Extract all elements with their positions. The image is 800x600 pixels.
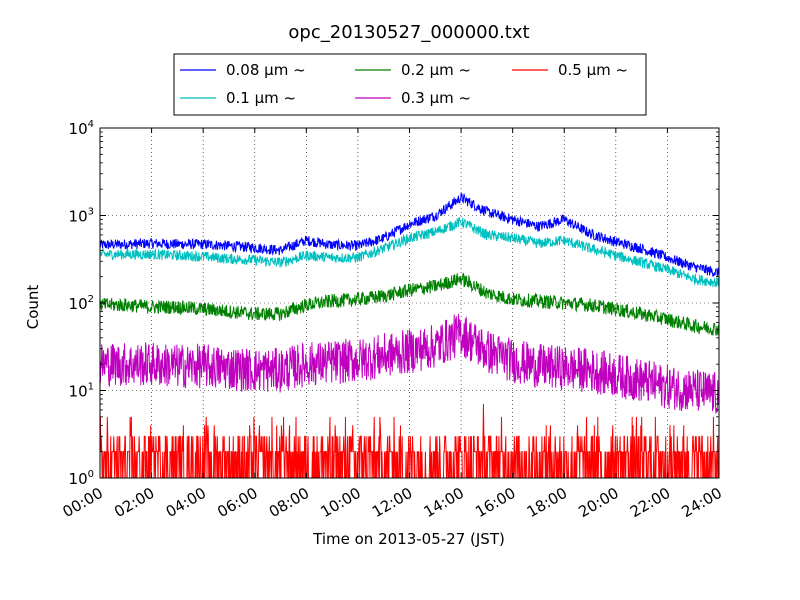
series-line [99, 313, 720, 415]
series-group [99, 192, 720, 479]
series-line [99, 216, 720, 288]
y-tick-exponent: 3 [88, 207, 94, 218]
y-tick-exponent: 0 [88, 469, 94, 480]
y-tick-base: 10 [69, 120, 88, 138]
series-line [99, 404, 719, 479]
x-tick-label: 04:00 [163, 484, 209, 521]
y-tick-exponent: 2 [88, 294, 94, 305]
y-tick-base: 10 [69, 383, 88, 401]
x-tick-label: 14:00 [421, 484, 467, 521]
y-tick-label: 103 [69, 207, 94, 226]
x-tick-label: 00:00 [60, 484, 106, 521]
y-tick-label: 102 [69, 294, 94, 313]
plot-area [99, 127, 720, 479]
legend-label: 0.3 μm ~ [401, 89, 471, 107]
x-axis-label: Time on 2013-05-27 (JST) [312, 530, 505, 548]
x-tick-label: 06:00 [214, 484, 260, 521]
x-tick-labels: 00:00 02:00 04:00 06:00 08:00 10:00 12:00 14:00… [60, 484, 725, 521]
series-line [99, 192, 720, 277]
x-tick-label: 02:00 [111, 484, 157, 521]
y-tick-base: 10 [69, 470, 88, 488]
x-tick-label: 12:00 [369, 484, 415, 521]
chart-title: opc_20130527_000000.txt [288, 22, 529, 43]
legend-label: 0.2 μm ~ [401, 61, 471, 79]
x-tick-label: 18:00 [524, 484, 570, 521]
x-tick-label: 24:00 [679, 484, 725, 521]
x-tick-label: 08:00 [266, 484, 312, 521]
y-tick-label: 101 [69, 382, 94, 401]
y-tick-label: 104 [69, 119, 94, 138]
legend-label: 0.08 μm ~ [226, 61, 306, 79]
y-tick-label: 100 [69, 469, 94, 488]
x-tick-label: 10:00 [317, 484, 363, 521]
y-tick-base: 10 [69, 208, 88, 226]
y-tick-exponent: 4 [88, 119, 94, 130]
legend-box [173, 53, 647, 116]
y-tick-exponent: 1 [88, 382, 94, 393]
legend: 0.08 μm ~ 0.1 μm ~ 0.2 μm ~ 0.3 μm ~ 0.5 μm … [173, 53, 647, 116]
y-axis-label: Count [24, 285, 42, 330]
legend-label: 0.5 μm ~ [558, 61, 628, 79]
x-tick-label: 20:00 [575, 484, 621, 521]
x-tick-label: 22:00 [627, 484, 673, 521]
ticks [99, 127, 720, 479]
y-tick-base: 10 [69, 295, 88, 313]
series-line [99, 272, 720, 336]
legend-label: 0.1 μm ~ [226, 89, 296, 107]
x-tick-label: 16:00 [472, 484, 518, 521]
